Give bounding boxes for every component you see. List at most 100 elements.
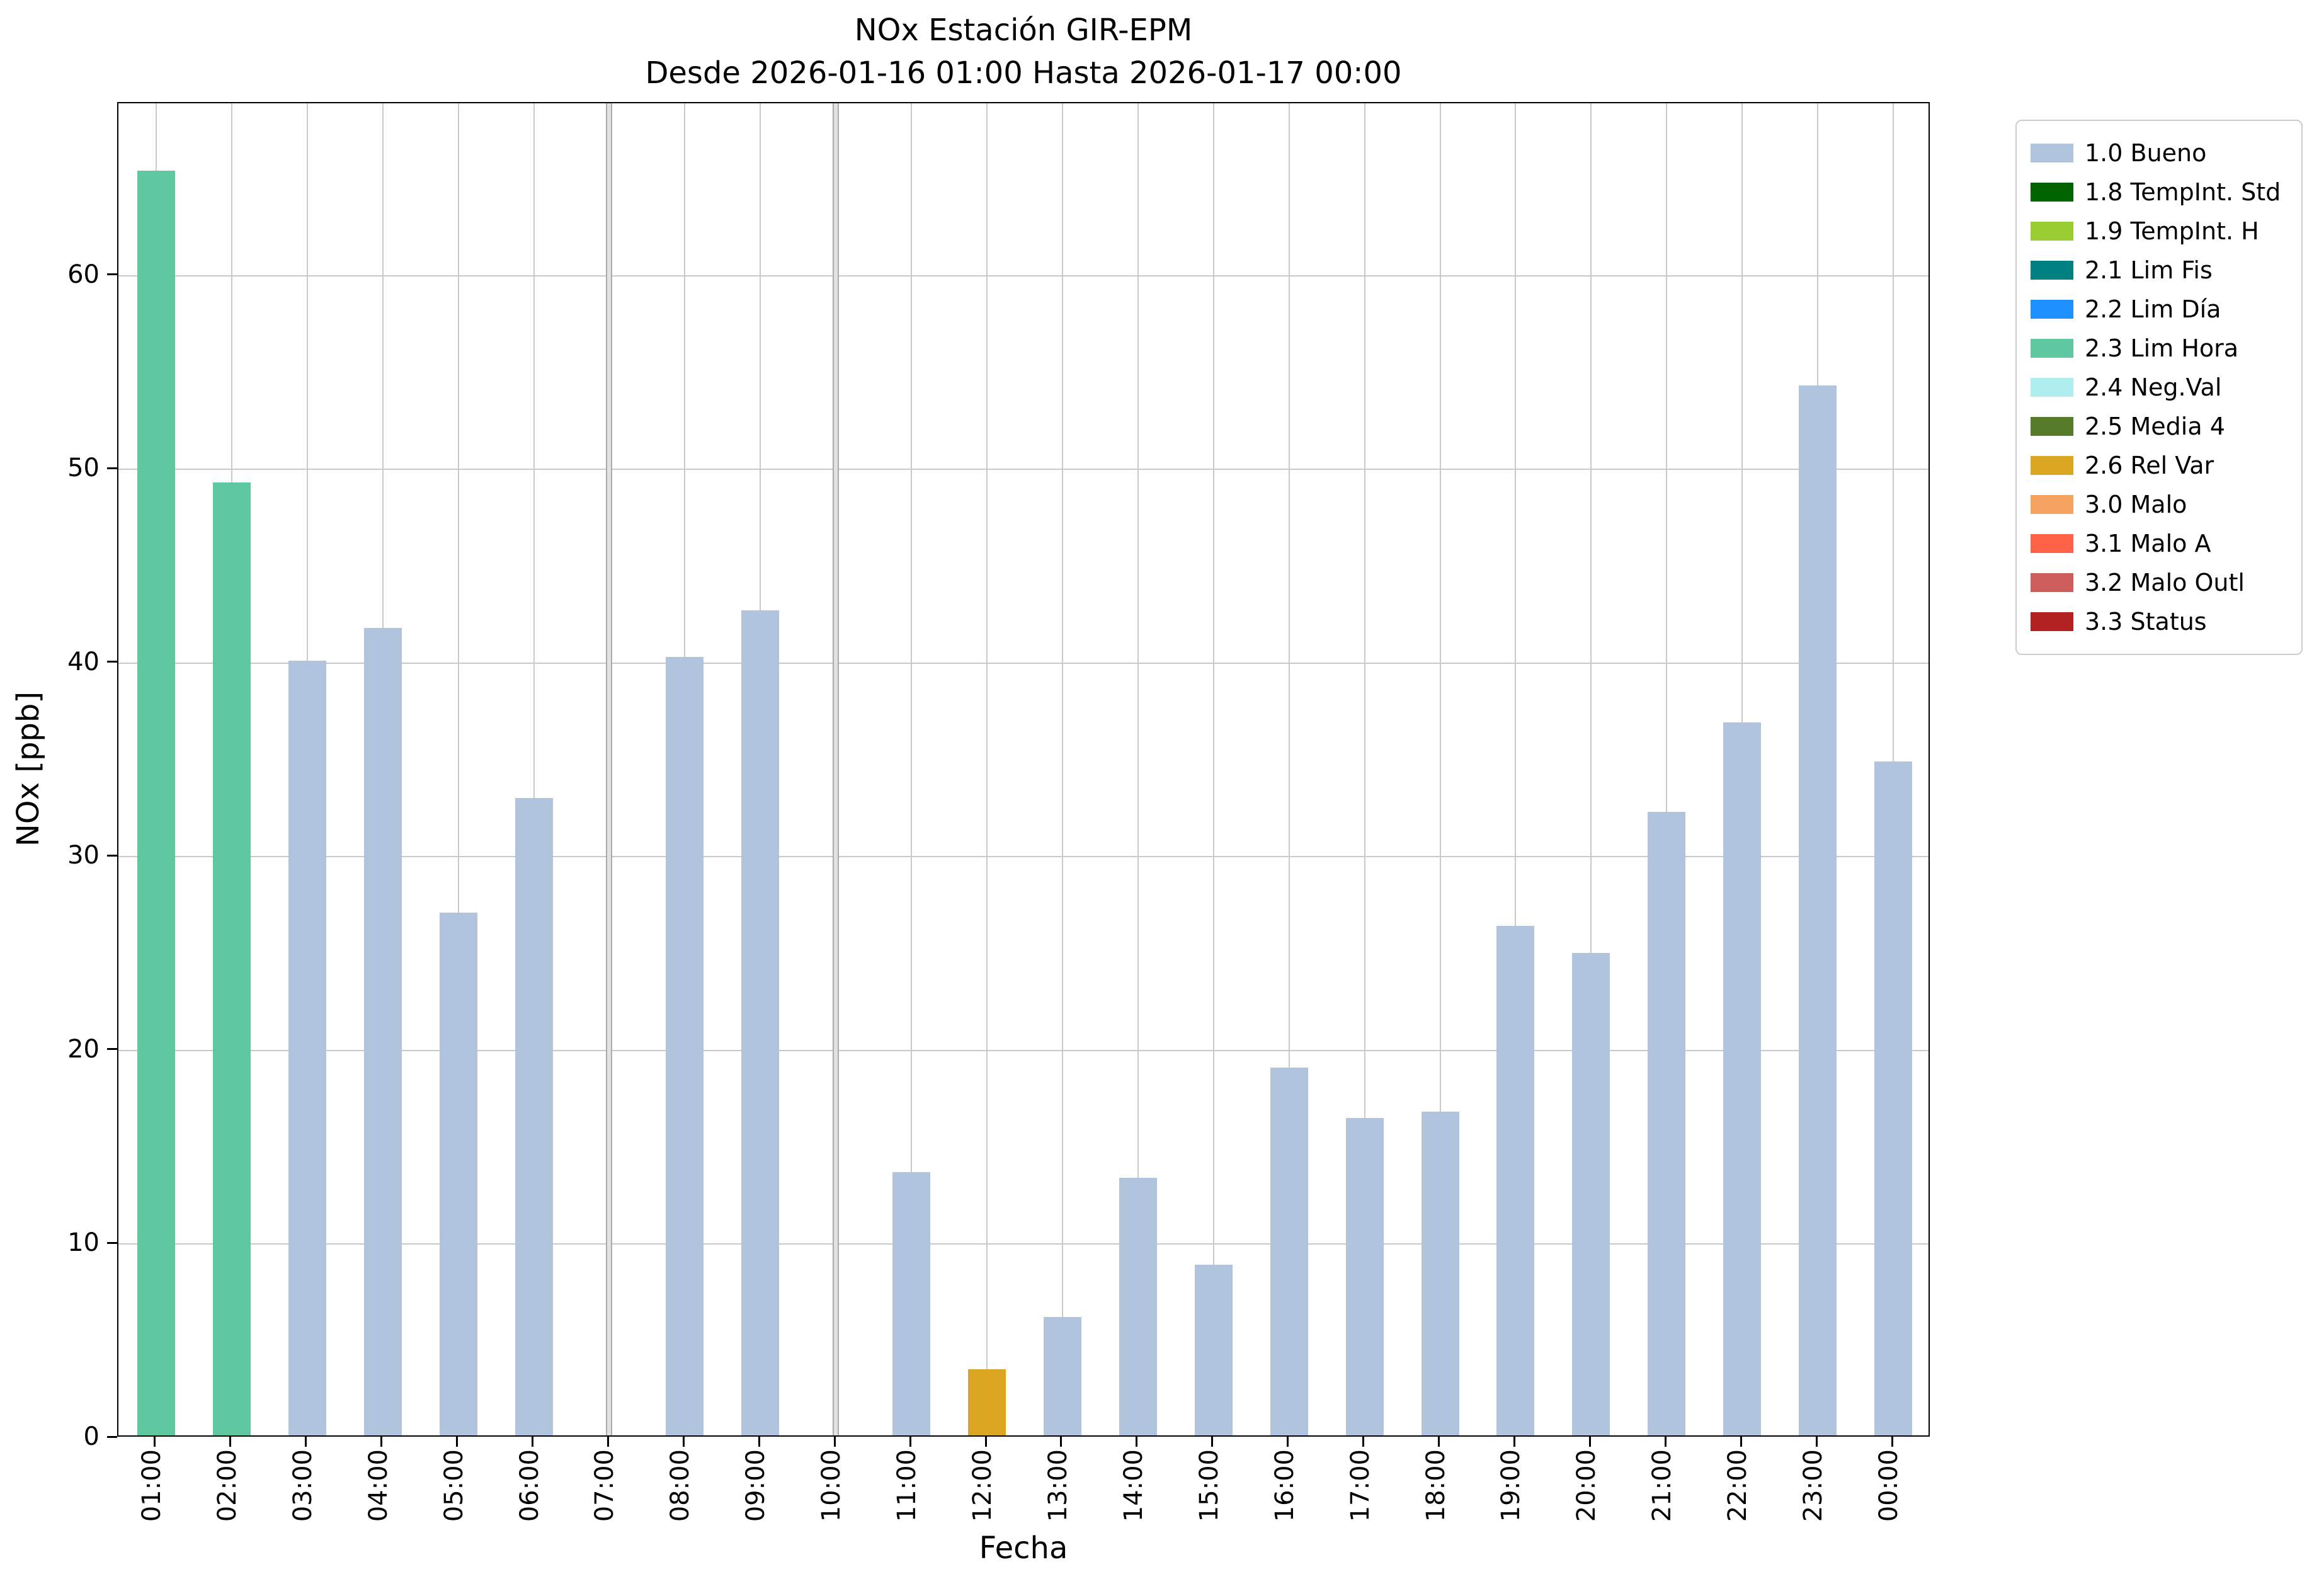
bar bbox=[1421, 1112, 1459, 1435]
legend-swatch bbox=[2031, 456, 2073, 475]
h-gridline bbox=[118, 1243, 1929, 1245]
bar bbox=[1496, 926, 1535, 1435]
legend-label: 3.2 Malo Outl bbox=[2085, 569, 2245, 596]
legend-item: 3.3 Status bbox=[2031, 602, 2288, 641]
bar bbox=[892, 1171, 931, 1435]
legend-item: 2.4 Neg.Val bbox=[2031, 368, 2288, 407]
legend-swatch bbox=[2031, 183, 2073, 202]
v-gridline bbox=[1364, 103, 1365, 1435]
v-gridline bbox=[911, 103, 913, 1435]
x-tick-mark bbox=[532, 1437, 534, 1447]
y-tick-mark bbox=[107, 273, 117, 276]
bar bbox=[288, 660, 326, 1435]
x-tick-label: 06:00 bbox=[515, 1449, 544, 1522]
y-tick-label: 0 bbox=[83, 1422, 100, 1451]
x-tick-label: 15:00 bbox=[1194, 1449, 1224, 1522]
y-tick-mark bbox=[107, 854, 117, 857]
legend-item: 3.0 Malo bbox=[2031, 485, 2288, 524]
legend-label: 2.5 Media 4 bbox=[2085, 413, 2225, 440]
legend-item: 3.2 Malo Outl bbox=[2031, 563, 2288, 602]
y-tick-label: 40 bbox=[67, 647, 100, 676]
x-tick-label: 12:00 bbox=[968, 1449, 998, 1522]
bar bbox=[1194, 1265, 1233, 1435]
v-gridline bbox=[1288, 103, 1290, 1435]
v-gridline bbox=[457, 103, 459, 1435]
legend-label: 1.9 TempInt. H bbox=[2085, 217, 2259, 245]
legend-item: 3.1 Malo A bbox=[2031, 524, 2288, 563]
bar bbox=[439, 912, 477, 1435]
legend-item: 2.5 Media 4 bbox=[2031, 407, 2288, 446]
legend-item: 2.6 Rel Var bbox=[2031, 446, 2288, 485]
x-axis-label: Fecha bbox=[979, 1530, 1068, 1566]
x-tick-mark bbox=[1815, 1437, 1818, 1447]
x-tick-label: 11:00 bbox=[892, 1449, 922, 1522]
legend-swatch bbox=[2031, 417, 2073, 436]
plot-area bbox=[117, 102, 1930, 1437]
legend-swatch bbox=[2031, 495, 2073, 514]
y-tick-mark bbox=[107, 1241, 117, 1244]
legend-item: 2.3 Lim Hora bbox=[2031, 329, 2288, 368]
h-gridline bbox=[118, 275, 1929, 276]
v-gridline bbox=[1590, 103, 1592, 1435]
bar bbox=[1723, 722, 1762, 1435]
h-gridline bbox=[118, 1049, 1929, 1051]
v-gridline bbox=[1137, 103, 1139, 1435]
bar bbox=[968, 1369, 1006, 1435]
legend-item: 2.2 Lim Día bbox=[2031, 290, 2288, 329]
x-tick-label: 14:00 bbox=[1119, 1449, 1148, 1522]
x-tick-mark bbox=[305, 1437, 307, 1447]
missing-data-line bbox=[833, 103, 840, 1435]
legend-swatch bbox=[2031, 222, 2073, 241]
x-tick-label: 04:00 bbox=[363, 1449, 393, 1522]
y-tick-label: 60 bbox=[67, 259, 100, 289]
chart-subtitle: Desde 2026-01-16 01:00 Hasta 2026-01-17 … bbox=[645, 55, 1402, 91]
bar bbox=[1270, 1067, 1308, 1435]
x-tick-mark bbox=[984, 1437, 987, 1447]
bar bbox=[1572, 953, 1610, 1435]
chart-title: NOx Estación GIR-EPM bbox=[854, 13, 1193, 48]
legend-item: 1.8 TempInt. Std bbox=[2031, 173, 2288, 212]
v-gridline bbox=[1061, 103, 1063, 1435]
legend-label: 1.8 TempInt. Std bbox=[2085, 178, 2281, 206]
v-gridline bbox=[1212, 103, 1214, 1435]
x-tick-mark bbox=[758, 1437, 760, 1447]
legend-label: 3.1 Malo A bbox=[2085, 530, 2211, 557]
y-tick-label: 50 bbox=[67, 453, 100, 483]
x-tick-mark bbox=[154, 1437, 156, 1447]
bar bbox=[1119, 1177, 1157, 1435]
v-gridline bbox=[533, 103, 535, 1435]
y-tick-mark bbox=[107, 1435, 117, 1438]
x-tick-label: 13:00 bbox=[1043, 1449, 1073, 1522]
x-tick-label: 09:00 bbox=[741, 1449, 771, 1522]
legend-label: 2.1 Lim Fis bbox=[2085, 256, 2213, 284]
x-tick-label: 10:00 bbox=[817, 1449, 846, 1522]
x-tick-mark bbox=[1211, 1437, 1214, 1447]
bar bbox=[666, 656, 704, 1435]
x-tick-mark bbox=[229, 1437, 232, 1447]
legend-label: 1.0 Bueno bbox=[2085, 139, 2207, 167]
x-tick-label: 08:00 bbox=[666, 1449, 695, 1522]
bar bbox=[515, 798, 553, 1435]
bar bbox=[363, 627, 402, 1435]
legend-swatch bbox=[2031, 573, 2073, 592]
x-tick-mark bbox=[1740, 1437, 1742, 1447]
legend-swatch bbox=[2031, 144, 2073, 162]
legend-swatch bbox=[2031, 300, 2073, 319]
x-tick-label: 02:00 bbox=[212, 1449, 242, 1522]
v-gridline bbox=[1515, 103, 1517, 1435]
x-tick-mark bbox=[1891, 1437, 1893, 1447]
x-tick-label: 21:00 bbox=[1648, 1449, 1677, 1522]
missing-data-line bbox=[606, 103, 613, 1435]
x-tick-mark bbox=[607, 1437, 609, 1447]
x-tick-mark bbox=[682, 1437, 685, 1447]
legend-label: 3.3 Status bbox=[2085, 608, 2207, 636]
x-tick-label: 07:00 bbox=[590, 1449, 620, 1522]
bar bbox=[1648, 811, 1686, 1435]
x-tick-label: 01:00 bbox=[137, 1449, 166, 1522]
x-tick-mark bbox=[1060, 1437, 1063, 1447]
legend-swatch bbox=[2031, 261, 2073, 280]
x-tick-mark bbox=[1287, 1437, 1289, 1447]
bar bbox=[1345, 1117, 1384, 1435]
x-tick-label: 03:00 bbox=[288, 1449, 317, 1522]
